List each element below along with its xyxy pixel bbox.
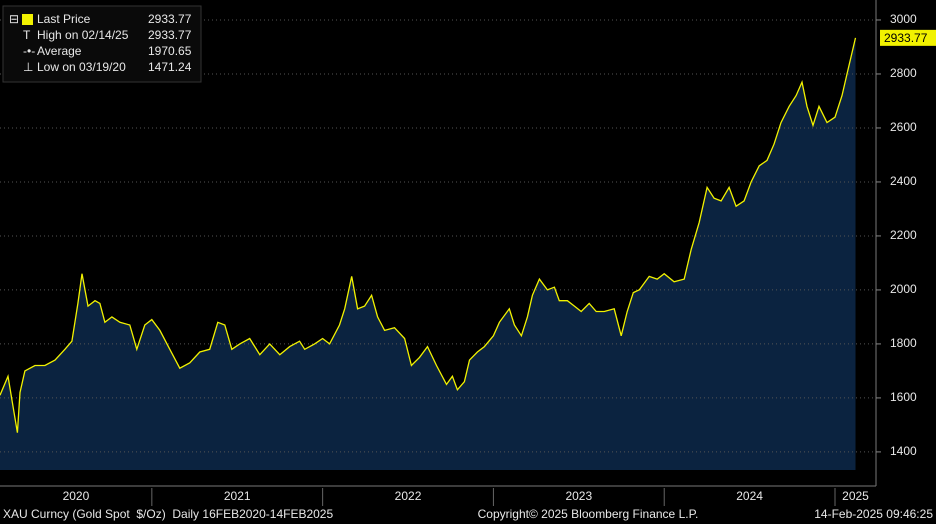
last-price-label: 2933.77 xyxy=(884,31,928,45)
legend-value: 2933.77 xyxy=(148,12,192,26)
legend-box xyxy=(2,5,202,83)
legend-label: Last Price xyxy=(37,12,91,26)
legend-label: Average xyxy=(37,44,82,58)
line xyxy=(0,37,857,433)
y-tick-label: 3000 xyxy=(890,12,917,26)
legend-glyph: T xyxy=(23,28,31,42)
footer-center: Copyright© 2025 Bloomberg Finance L.P. xyxy=(478,507,699,521)
x-tick-label: 2024 xyxy=(736,489,763,503)
y-tick-label: 1800 xyxy=(890,336,917,350)
legend-swatch xyxy=(22,14,33,25)
y-tick-label: 2000 xyxy=(890,282,917,296)
x-tick-label: 2023 xyxy=(565,489,592,503)
legend-label: Low on 03/19/20 xyxy=(37,60,126,74)
legend-value: 1471.24 xyxy=(148,60,192,74)
legend-glyph: -•- xyxy=(23,44,35,58)
last-price-tag xyxy=(880,29,936,46)
y-tick-label: 1600 xyxy=(890,390,917,404)
plot-area xyxy=(0,19,876,471)
y-tick-label: 1400 xyxy=(890,444,917,458)
legend-value: 2933.77 xyxy=(148,28,192,42)
area xyxy=(0,37,856,471)
legend-value: 1970.65 xyxy=(148,44,192,58)
footer-left: XAU Curncy (Gold Spot $/Oz) Daily 16FEB2… xyxy=(3,507,333,521)
y-tick-label: 2400 xyxy=(890,174,917,188)
legend-glyph: ⊥ xyxy=(23,60,33,74)
legend-glyph: ⊟ xyxy=(9,12,19,26)
x-tick-label: 2020 xyxy=(63,489,90,503)
x-tick-label: 2025 xyxy=(842,489,869,503)
legend-label: High on 02/14/25 xyxy=(37,28,129,42)
x-tick-label: 2021 xyxy=(224,489,251,503)
x-tick-label: 2022 xyxy=(395,489,422,503)
y-tick-label: 2600 xyxy=(890,120,917,134)
y-tick-label: 2800 xyxy=(890,66,917,80)
footer-right: 14-Feb-2025 09:46:25 xyxy=(814,507,933,521)
y-tick-label: 2200 xyxy=(890,228,917,242)
